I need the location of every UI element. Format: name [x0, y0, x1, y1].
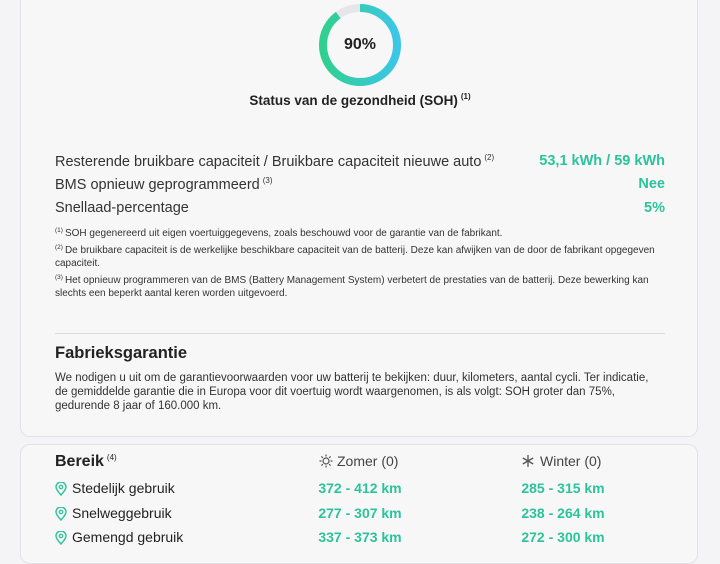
- footnote-text: SOH gegenereerd uit eigen voertuiggegeve…: [64, 228, 503, 239]
- range-summer: 372 - 412 km: [318, 480, 402, 496]
- divider: [55, 333, 665, 334]
- footnote-text: Het opnieuw programmeren van de BMS (Bat…: [55, 274, 649, 300]
- footnote-marker: (1): [55, 227, 63, 234]
- range-winter: 272 - 300 km: [521, 529, 605, 545]
- detail-value: Nee: [638, 176, 665, 192]
- range-title: Bereik (4): [55, 453, 117, 471]
- range-note: (4): [106, 453, 117, 462]
- footnote-text: De bruikbare capaciteit is de werkelijke…: [55, 244, 655, 270]
- page: {"soh": {"value": 90, "label": "90%"}, "…: [20, 0, 698, 564]
- detail-label: Resterende bruikbare capaciteit / Bruikb…: [55, 153, 494, 170]
- range-summer: 277 - 307 km: [318, 504, 402, 521]
- detail-note: (2): [484, 153, 495, 162]
- range-label: Snelweggebruik: [72, 504, 172, 521]
- warranty-title: Fabrieksgarantie: [55, 344, 188, 362]
- pin-icon: [55, 531, 67, 545]
- battery-card: [20, 0, 698, 437]
- detail-label-text: Resterende bruikbare capaciteit / Bruikb…: [55, 154, 482, 170]
- range-summer: 337 - 373 km: [318, 529, 402, 545]
- range-winter: 285 - 315 km: [521, 480, 605, 496]
- warranty-text: We nodigen u uit om de garantievoorwaard…: [55, 372, 649, 412]
- soh-gauge: [319, 4, 401, 86]
- footnote: (2) De bruikbare capaciteit is de werkeli…: [55, 241, 667, 271]
- pin-icon: [55, 506, 67, 521]
- detail-label: Snellaad-percentage: [55, 200, 189, 216]
- column-header: Winter (0): [540, 453, 602, 469]
- range-title-text: Bereik: [55, 453, 104, 470]
- snow-icon: [522, 455, 534, 467]
- detail-value: 5%: [644, 200, 665, 216]
- footnote: (1) SOH gegenereerd uit eigen voertuiggeg…: [55, 224, 667, 241]
- soh-title-text: Status van de gezondheid (SOH): [249, 93, 458, 108]
- column-header: Zomer (0): [337, 453, 399, 469]
- detail-value: 53,1 kWh / 59 kWh: [539, 153, 665, 169]
- soh-title-note: (1): [460, 92, 471, 101]
- gauge-arc: [319, 4, 401, 86]
- footnote: (3) Het opnieuw programmeren van de BMS (…: [55, 271, 667, 301]
- detail-label-text: BMS opnieuw geprogrammeerd: [55, 177, 260, 193]
- soh-title: Status van de gezondheid (SOH) (1): [249, 92, 470, 108]
- soh-value: 90%: [343, 36, 377, 53]
- footnote-marker: (2): [55, 243, 63, 251]
- detail-note: (3): [262, 176, 273, 185]
- sun-icon: [319, 454, 333, 468]
- pin-icon: [55, 482, 67, 496]
- range-winter: 238 - 264 km: [521, 504, 605, 521]
- range-label: Stedelijk gebruik: [72, 480, 175, 496]
- footnotes: (1) SOH gegenereerd uit eigen voertuiggeg…: [55, 224, 667, 301]
- range-label: Gemengd gebruik: [72, 529, 184, 545]
- detail-label: BMS opnieuw geprogrammeerd (3): [55, 176, 273, 193]
- footnote-marker: (3): [55, 273, 63, 281]
